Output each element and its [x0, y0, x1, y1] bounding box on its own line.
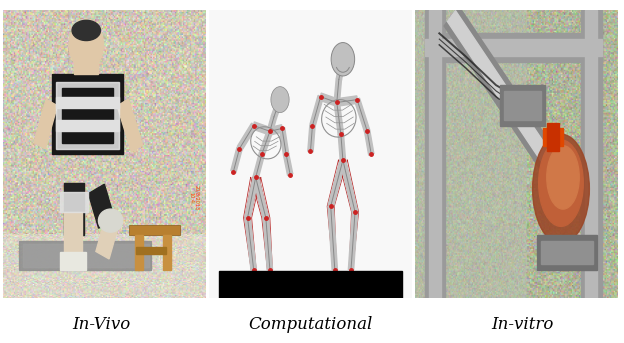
Bar [64, 183, 84, 235]
Bar [547, 123, 559, 152]
Bar [74, 56, 99, 74]
Polygon shape [263, 217, 273, 270]
Polygon shape [253, 122, 271, 135]
Polygon shape [260, 130, 272, 156]
Polygon shape [245, 217, 256, 270]
Polygon shape [270, 125, 283, 135]
Polygon shape [444, 6, 580, 208]
Polygon shape [271, 98, 283, 119]
Bar [540, 241, 593, 264]
Bar [163, 235, 172, 270]
Ellipse shape [547, 146, 579, 209]
Polygon shape [447, 11, 577, 203]
Circle shape [271, 87, 289, 113]
FancyArrow shape [34, 99, 57, 149]
Polygon shape [336, 96, 358, 106]
FancyArrow shape [66, 234, 82, 265]
Polygon shape [253, 176, 268, 219]
Bar [504, 91, 540, 120]
Bar [135, 235, 143, 270]
Text: In-Vivo: In-Vivo [72, 316, 130, 333]
Polygon shape [310, 95, 323, 127]
Bar [136, 247, 167, 254]
Polygon shape [338, 134, 346, 161]
Polygon shape [354, 98, 369, 133]
Bar [500, 85, 545, 126]
Bar [52, 74, 123, 154]
Circle shape [69, 20, 104, 69]
Polygon shape [348, 212, 358, 270]
Bar [543, 128, 563, 146]
Bar [24, 244, 149, 267]
Bar [425, 33, 602, 62]
Text: Computational: Computational [248, 316, 373, 333]
Bar [429, 10, 441, 298]
Polygon shape [308, 125, 315, 152]
FancyArrow shape [117, 99, 142, 152]
Bar [56, 97, 119, 108]
Ellipse shape [72, 20, 100, 40]
Polygon shape [283, 153, 293, 176]
Bar [129, 225, 180, 235]
Polygon shape [268, 116, 276, 133]
Polygon shape [320, 93, 338, 106]
Ellipse shape [539, 140, 583, 226]
Polygon shape [238, 123, 256, 151]
Bar [537, 235, 598, 270]
Bar [64, 212, 82, 264]
Text: In-vitro: In-vitro [492, 316, 554, 333]
Bar [425, 10, 446, 298]
Polygon shape [334, 102, 343, 135]
Polygon shape [340, 159, 358, 213]
Polygon shape [231, 147, 242, 173]
Ellipse shape [99, 209, 123, 232]
Bar [62, 88, 112, 143]
Polygon shape [328, 159, 345, 208]
Text: 20/8/2013
10:4: 20/8/2013 10:4 [188, 185, 199, 210]
Polygon shape [280, 128, 289, 155]
Polygon shape [245, 176, 258, 219]
Bar [581, 10, 602, 298]
Bar [19, 241, 151, 270]
Ellipse shape [533, 134, 589, 244]
Polygon shape [336, 58, 346, 81]
Polygon shape [328, 206, 338, 270]
Polygon shape [364, 130, 374, 155]
Bar [56, 120, 119, 131]
Circle shape [331, 43, 354, 76]
Polygon shape [334, 79, 341, 103]
Bar [56, 82, 119, 149]
Polygon shape [253, 153, 264, 179]
Bar [60, 252, 86, 270]
Bar [585, 10, 598, 298]
FancyArrow shape [89, 184, 115, 228]
Bar [219, 271, 402, 298]
FancyArrow shape [96, 223, 117, 259]
Bar [60, 192, 89, 212]
Bar [425, 39, 602, 56]
